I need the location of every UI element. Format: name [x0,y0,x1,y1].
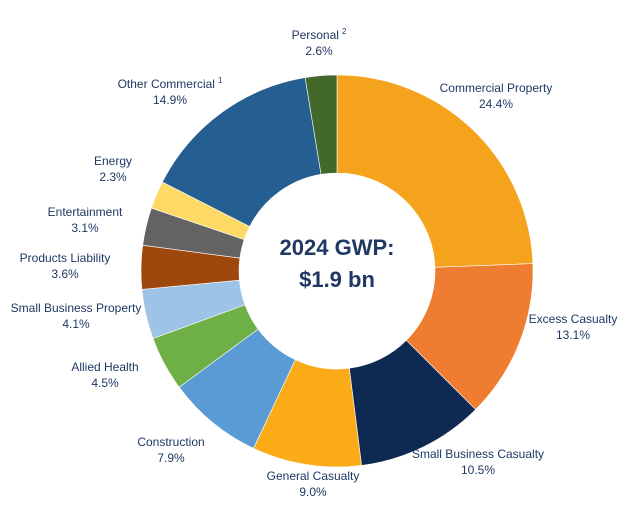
slice-name-label: Small Business Property [11,301,142,315]
slice-name-label: Excess Casualty [529,312,618,326]
slice-labels: Commercial Property 24.4% Excess Casualty 1… [11,27,618,499]
slice-name-label: Small Business Casualty [412,447,544,461]
center-label-line2: $1.9 bn [299,267,375,292]
center-label-line1: 2024 GWP: [280,235,395,260]
slice-name-label: General Casualty [267,469,360,483]
slice-name-label: Energy [94,154,132,168]
slice-name-label: Entertainment [48,205,123,219]
slice-pct-label: 7.9% [157,451,185,465]
slice-name-label: Products Liability [20,251,111,265]
slice-pct-label: 14.9% [153,93,187,107]
slice-commercial-property [336,74,534,268]
slice-pct-label: 3.1% [71,221,99,235]
slice-pct-label: 24.4% [479,97,513,111]
slice-name-label: Other Commercial 1 [118,76,223,91]
slice-pct-label: 9.0% [299,485,327,499]
slice-name-label: Allied Health [71,360,138,374]
slice-pct-label: 3.6% [51,267,79,281]
slice-pct-label: 2.3% [99,170,127,184]
slice-pct-label: 4.1% [62,317,90,331]
slice-pct-label: 10.5% [461,463,495,477]
slice-pct-label: 13.1% [556,328,590,342]
slice-name-label: Commercial Property [440,81,553,95]
slice-name-label: Personal 2 [292,27,347,42]
slice-pct-label: 2.6% [305,44,333,58]
slice-name-label: Construction [137,435,204,449]
donut-slices [140,74,534,468]
slice-pct-label: 4.5% [91,376,119,390]
slice-personal [304,74,338,175]
